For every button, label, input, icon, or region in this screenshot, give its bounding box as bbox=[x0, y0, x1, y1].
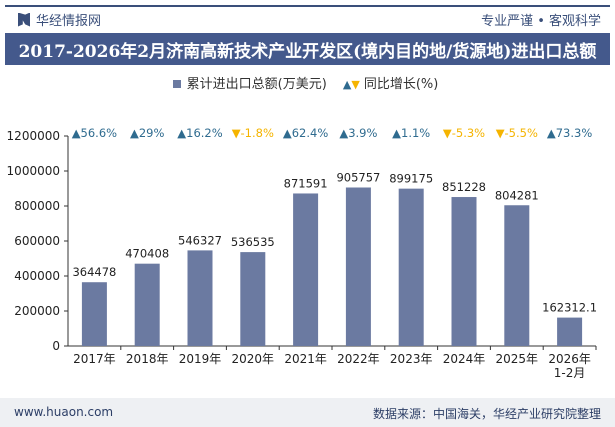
bar-value-label: 364478 bbox=[72, 265, 116, 279]
chart-title: 2017-2026年2月济南高新技术产业开发区(境内目的地/货源地)进出口总额 bbox=[5, 33, 610, 65]
bar-value-label: 804281 bbox=[495, 188, 539, 202]
growth-label: ▲3.9% bbox=[339, 126, 377, 140]
growth-label: ▼-5.3% bbox=[443, 126, 485, 140]
bar bbox=[451, 197, 477, 346]
brand-name: 华经情报网 bbox=[36, 14, 102, 29]
growth-label: ▲56.6% bbox=[72, 126, 117, 140]
legend-series-label: 累计进出口总额(万美元) bbox=[186, 77, 327, 92]
y-tick-label: 800000 bbox=[14, 199, 60, 213]
down-triangle-icon: ▼ bbox=[351, 78, 360, 91]
y-tick-label: 0 bbox=[52, 339, 60, 353]
x-tick-label: 2019年 bbox=[179, 352, 222, 366]
x-tick-label: 2022年 bbox=[337, 352, 380, 366]
bar bbox=[293, 193, 319, 346]
x-tick-label: 2026年 bbox=[548, 352, 591, 366]
legend: 累计进出口总额(万美元) ▲▼ 同比增长(%) bbox=[0, 73, 615, 92]
x-tick-label: 2024年 bbox=[443, 352, 486, 366]
brand: 华经情报网 bbox=[18, 10, 101, 29]
logo-icon bbox=[18, 12, 30, 27]
growth-label: ▲62.4% bbox=[283, 126, 328, 140]
bar-chart: 0 200000 400000 600000 800000 1000000 1200000 3… bbox=[7, 126, 597, 380]
y-tick-label: 400000 bbox=[14, 269, 60, 283]
bar-value-label: 470408 bbox=[125, 247, 169, 261]
website: www.huaon.com bbox=[14, 405, 114, 419]
legend-swatch bbox=[172, 80, 181, 88]
legend-growth-label: 同比增长(%) bbox=[363, 77, 439, 92]
up-triangle-icon: ▲ bbox=[342, 78, 352, 91]
y-tick-label: 200000 bbox=[14, 304, 60, 318]
x-tick-label: 2021年 bbox=[284, 352, 327, 366]
growth-label: ▼-5.5% bbox=[496, 126, 538, 140]
bar bbox=[345, 187, 371, 346]
bar-value-label: 162312.1 bbox=[542, 301, 597, 315]
x-tick-label: 2018年 bbox=[126, 352, 169, 366]
growth-label: ▼-1.8% bbox=[232, 126, 274, 140]
y-tick-label: 1200000 bbox=[7, 129, 60, 143]
bar bbox=[504, 205, 530, 346]
growth-label: ▲73.3% bbox=[547, 126, 592, 140]
bar-value-label: 899175 bbox=[389, 172, 433, 186]
bar bbox=[134, 263, 160, 346]
bar-value-label: 536535 bbox=[231, 235, 275, 249]
source: 数据来源：中国海关，华经产业研究院整理 bbox=[372, 407, 601, 421]
bar-value-label: 546327 bbox=[178, 233, 222, 247]
growth-label: ▲29% bbox=[130, 126, 164, 140]
slogan: 专业严谨 • 客观科学 bbox=[481, 14, 601, 29]
x-tick-label: 1-2月 bbox=[554, 366, 586, 380]
legend-series: 累计进出口总额(万美元) bbox=[172, 77, 331, 92]
x-tick-label: 2023年 bbox=[390, 352, 433, 366]
bar-value-label: 905757 bbox=[336, 170, 380, 184]
footer: www.huaon.com 数据来源：中国海关，华经产业研究院整理 bbox=[0, 398, 615, 427]
bar-value-label: 851228 bbox=[442, 180, 486, 194]
x-tick-label: 2020年 bbox=[232, 352, 275, 366]
bar-value-label: 871591 bbox=[284, 176, 328, 190]
bar bbox=[81, 282, 107, 346]
x-tick-label: 2025年 bbox=[496, 352, 539, 366]
y-tick-label: 1000000 bbox=[7, 164, 60, 178]
bar bbox=[240, 252, 266, 346]
legend-growth: ▲▼ 同比增长(%) bbox=[343, 77, 442, 92]
x-tick-label: 2017年 bbox=[73, 352, 116, 366]
bar bbox=[187, 250, 213, 346]
y-tick-label: 600000 bbox=[14, 234, 60, 248]
growth-label: ▲16.2% bbox=[177, 126, 222, 140]
bar bbox=[398, 188, 424, 346]
growth-label: ▲1.1% bbox=[392, 126, 430, 140]
top-rule bbox=[5, 5, 610, 7]
bar bbox=[557, 317, 583, 346]
